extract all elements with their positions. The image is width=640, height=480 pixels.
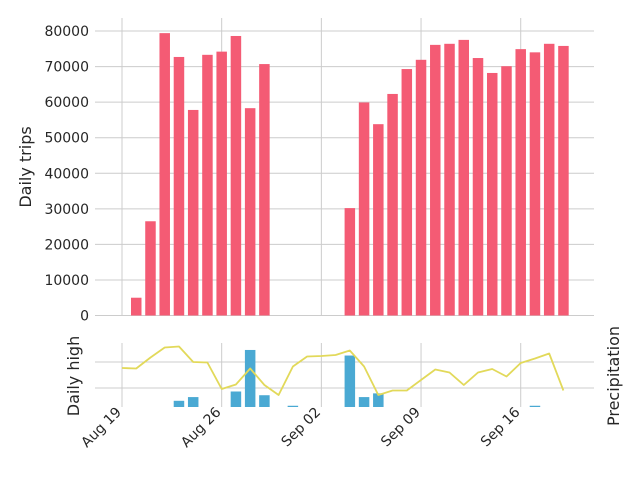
- x-tick-label: Sep 09: [378, 405, 424, 451]
- trips-axis-title: Daily trips: [16, 126, 35, 207]
- trip-bar: [387, 93, 398, 316]
- y-tick-label: 70000: [44, 60, 89, 76]
- trip-bar: [529, 52, 541, 316]
- trip-bar: [244, 108, 256, 316]
- precipitation-bar: [173, 400, 185, 407]
- trip-bar: [344, 208, 356, 316]
- y-tick-label: 40000: [44, 166, 89, 182]
- trip-bar: [558, 45, 569, 316]
- trips-panel: 0 10000 20000 30000 40000 50000 60000 70000 8000…: [44, 18, 594, 325]
- x-tick-label: Sep 16: [478, 404, 524, 450]
- precipitation-bar: [244, 349, 256, 407]
- trip-bar: [415, 59, 427, 316]
- weather-panel: Aug 19 Aug 26 Sep 02 Sep 09 Sep 16: [78, 343, 594, 451]
- trip-bar: [515, 49, 526, 316]
- trip-bar: [202, 54, 213, 316]
- precipitation-bar: [529, 405, 541, 407]
- trip-bar: [216, 51, 227, 316]
- trip-bar: [130, 297, 142, 316]
- x-tick-label: Aug 19: [78, 405, 124, 451]
- trip-bar: [486, 72, 498, 316]
- y-tick-label: 20000: [44, 237, 89, 253]
- trip-bar: [543, 43, 555, 316]
- trip-bar: [458, 39, 470, 316]
- y-tick-label: 10000: [44, 273, 89, 289]
- y-tick-label: 60000: [44, 95, 89, 111]
- trip-bar: [187, 109, 199, 316]
- precipitation-bar: [259, 395, 270, 407]
- trip-bar: [501, 66, 512, 316]
- precipitation-bar: [187, 397, 199, 407]
- y-tick-label: 0: [80, 309, 89, 325]
- trip-bar: [159, 33, 170, 316]
- trip-bar: [472, 58, 484, 316]
- daily-high-line: [121, 345, 565, 396]
- trip-bar: [358, 102, 370, 316]
- y-tick-label: 30000: [44, 202, 89, 218]
- trip-bar: [373, 124, 384, 316]
- precipitation-bar: [287, 405, 299, 407]
- precipitation-bar: [344, 355, 356, 407]
- daily-high-axis-title: Daily high: [64, 336, 83, 416]
- precipitation-axis-title: Precipitation: [604, 326, 623, 426]
- trip-bar: [430, 44, 441, 316]
- x-tick-label: Sep 02: [278, 405, 324, 451]
- trip-bar: [230, 35, 242, 316]
- trip-bar: [401, 69, 413, 316]
- trip-bar: [145, 221, 156, 316]
- trip-bar: [173, 56, 185, 316]
- precipitation-bar: [373, 393, 384, 407]
- x-tick-label: Aug 26: [178, 404, 224, 450]
- y-tick-label: 50000: [44, 131, 89, 147]
- precipitation-bar: [358, 397, 370, 407]
- trip-bar: [444, 43, 455, 316]
- trip-bar: [259, 64, 270, 316]
- precipitation-bar: [230, 391, 242, 407]
- y-tick-label: 80000: [44, 24, 89, 40]
